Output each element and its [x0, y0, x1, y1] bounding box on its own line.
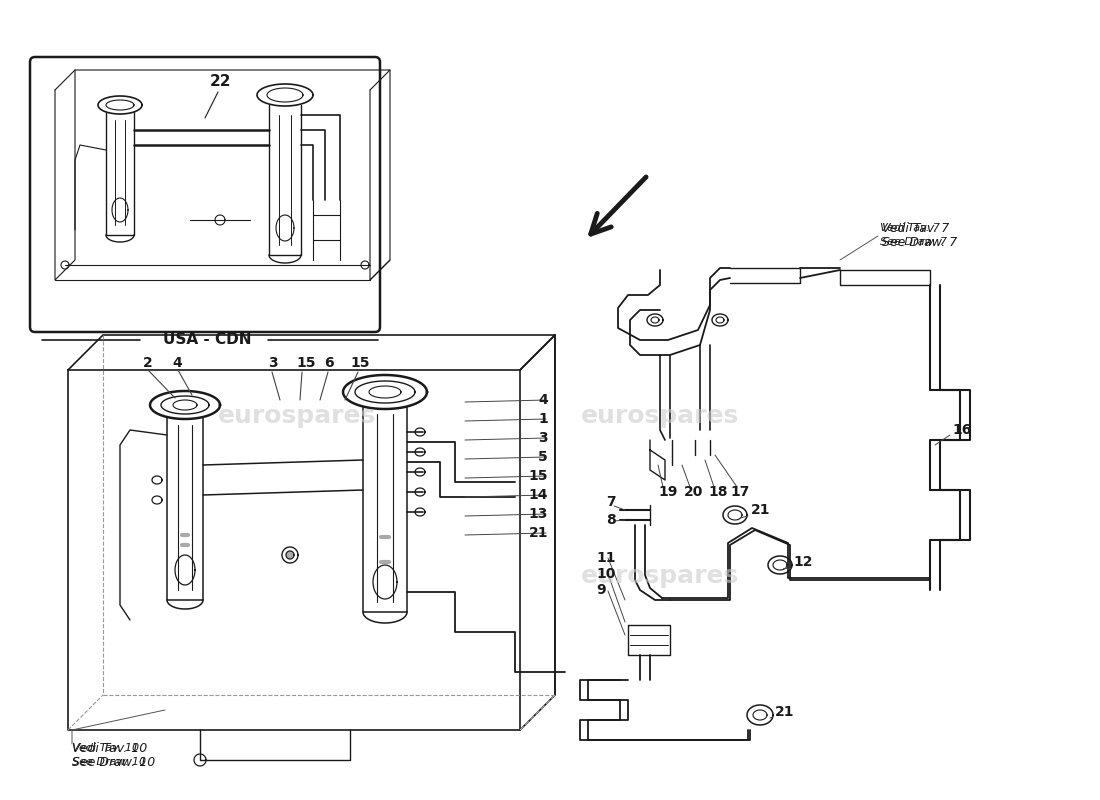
Text: 12: 12 [793, 555, 813, 569]
Text: 15: 15 [350, 356, 370, 370]
Text: eurospares: eurospares [218, 404, 376, 428]
FancyBboxPatch shape [30, 57, 379, 332]
Text: 11: 11 [596, 551, 616, 565]
Text: 15: 15 [528, 469, 548, 483]
Text: 22: 22 [210, 74, 231, 90]
Text: 3: 3 [268, 356, 277, 370]
Text: 8: 8 [606, 513, 616, 527]
Text: Vedi Tav. 10: Vedi Tav. 10 [72, 743, 139, 753]
Text: 9: 9 [596, 583, 606, 597]
Text: eurospares: eurospares [581, 404, 739, 428]
Text: 7: 7 [606, 495, 616, 509]
Text: Vedi Tav. 7: Vedi Tav. 7 [880, 223, 940, 233]
Text: See Draw. 7: See Draw. 7 [882, 235, 957, 249]
Text: 1: 1 [538, 412, 548, 426]
Text: 2: 2 [143, 356, 153, 370]
Text: See Draw. 10: See Draw. 10 [72, 755, 155, 769]
Text: 20: 20 [684, 485, 703, 499]
Text: 21: 21 [776, 705, 794, 719]
Text: eurospares: eurospares [581, 564, 739, 588]
Text: 4: 4 [538, 393, 548, 407]
Text: 21: 21 [528, 526, 548, 540]
Text: 3: 3 [538, 431, 548, 445]
Text: 6: 6 [324, 356, 333, 370]
Text: 15: 15 [296, 356, 316, 370]
Text: See Draw. 10: See Draw. 10 [72, 757, 146, 767]
Text: 17: 17 [730, 485, 749, 499]
Text: 21: 21 [751, 503, 770, 517]
Text: 13: 13 [529, 507, 548, 521]
Text: 4: 4 [172, 356, 182, 370]
Polygon shape [286, 551, 294, 559]
Text: 14: 14 [528, 488, 548, 502]
Text: 18: 18 [708, 485, 727, 499]
Text: 10: 10 [596, 567, 615, 581]
Text: See Draw. 7: See Draw. 7 [880, 237, 947, 247]
Text: 16: 16 [952, 423, 971, 437]
Text: 19: 19 [658, 485, 678, 499]
Text: Vedi Tav. 7: Vedi Tav. 7 [882, 222, 949, 234]
Text: USA - CDN: USA - CDN [163, 332, 251, 347]
Text: 5: 5 [538, 450, 548, 464]
Text: Vedi Tav. 10: Vedi Tav. 10 [72, 742, 147, 754]
